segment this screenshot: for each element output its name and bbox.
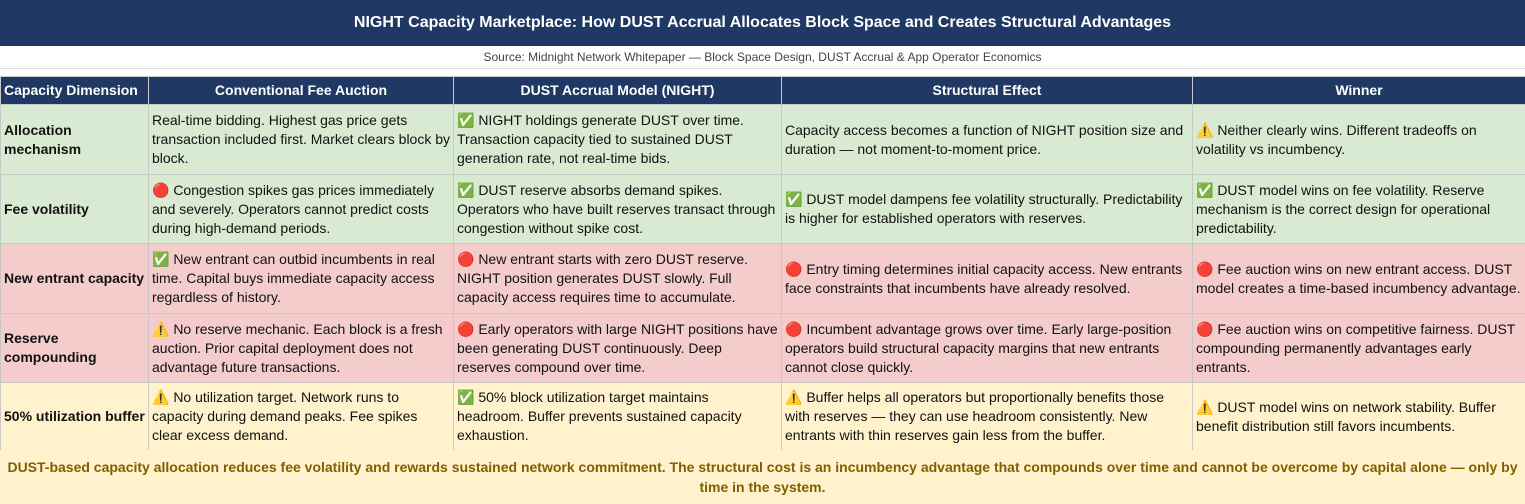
cell: 🔴 Incumbent advantage grows over time. E…	[781, 313, 1193, 383]
cell: 🔴 Entry timing determines initial capaci…	[781, 243, 1193, 314]
cell: ✅ DUST model wins on fee volatility. Res…	[1192, 174, 1525, 244]
cell: 🔴 New entrant starts with zero DUST rese…	[453, 243, 782, 314]
cell: ⚠️ No reserve mechanic. Each block is a …	[148, 313, 454, 383]
cell: ✅ NIGHT holdings generate DUST over time…	[453, 104, 782, 175]
cell: ⚠️ Neither clearly wins. Different trade…	[1192, 104, 1525, 175]
cell: 🔴 Fee auction wins on new entrant access…	[1192, 243, 1525, 314]
column-header: Capacity Dimension	[0, 76, 149, 105]
dimension-cell: Fee volatility	[0, 174, 149, 244]
cell: 🔴 Fee auction wins on competitive fairne…	[1192, 313, 1525, 383]
cell: ⚠️ No utilization target. Network runs t…	[148, 382, 454, 451]
row: Reserve compounding ⚠️ No reserve mechani…	[0, 313, 1525, 383]
header-row: Capacity Dimension Conventional Fee Aucti…	[0, 76, 1525, 105]
row: 50% utilization buffer ⚠️ No utilization …	[0, 382, 1525, 451]
dimension-cell: Allocation mechanism	[0, 104, 149, 175]
cell: 🔴 Early operators with large NIGHT posit…	[453, 313, 782, 383]
cell: Capacity access becomes a function of NI…	[781, 104, 1193, 175]
cell: ✅ 50% block utilization target maintains…	[453, 382, 782, 451]
row: Allocation mechanism Real-time bidding. H…	[0, 104, 1525, 175]
cell: ⚠️ DUST model wins on network stability.…	[1192, 382, 1525, 451]
cell: 🔴 Congestion spikes gas prices immediate…	[148, 174, 454, 244]
dimension-cell: Reserve compounding	[0, 313, 149, 383]
cell: Real-time bidding. Highest gas price get…	[148, 104, 454, 175]
cell: ⚠️ Buffer helps all operators but propor…	[781, 382, 1193, 451]
footer: DUST-based capacity allocation reduces f…	[0, 450, 1525, 504]
column-header: Conventional Fee Auction	[148, 76, 454, 105]
cell: ✅ DUST model dampens fee volatility stru…	[781, 174, 1193, 244]
source: Source: Midnight Network Whitepaper — Bl…	[0, 46, 1525, 69]
column-header: Winner	[1192, 76, 1525, 105]
column-header: DUST Accrual Model (NIGHT)	[453, 76, 782, 105]
dimension-cell: 50% utilization buffer	[0, 382, 149, 451]
row: Fee volatility 🔴 Congestion spikes gas pr…	[0, 174, 1525, 244]
dimension-cell: New entrant capacity	[0, 243, 149, 314]
comparison-table: Capacity Dimension Conventional Fee Aucti…	[0, 76, 1525, 451]
row: New entrant capacity ✅ New entrant can ou…	[0, 243, 1525, 314]
title: NIGHT Capacity Marketplace: How DUST Acc…	[0, 0, 1525, 46]
cell: ✅ New entrant can outbid incumbents in r…	[148, 243, 454, 314]
column-header: Structural Effect	[781, 76, 1193, 105]
cell: ✅ DUST reserve absorbs demand spikes. Op…	[453, 174, 782, 244]
